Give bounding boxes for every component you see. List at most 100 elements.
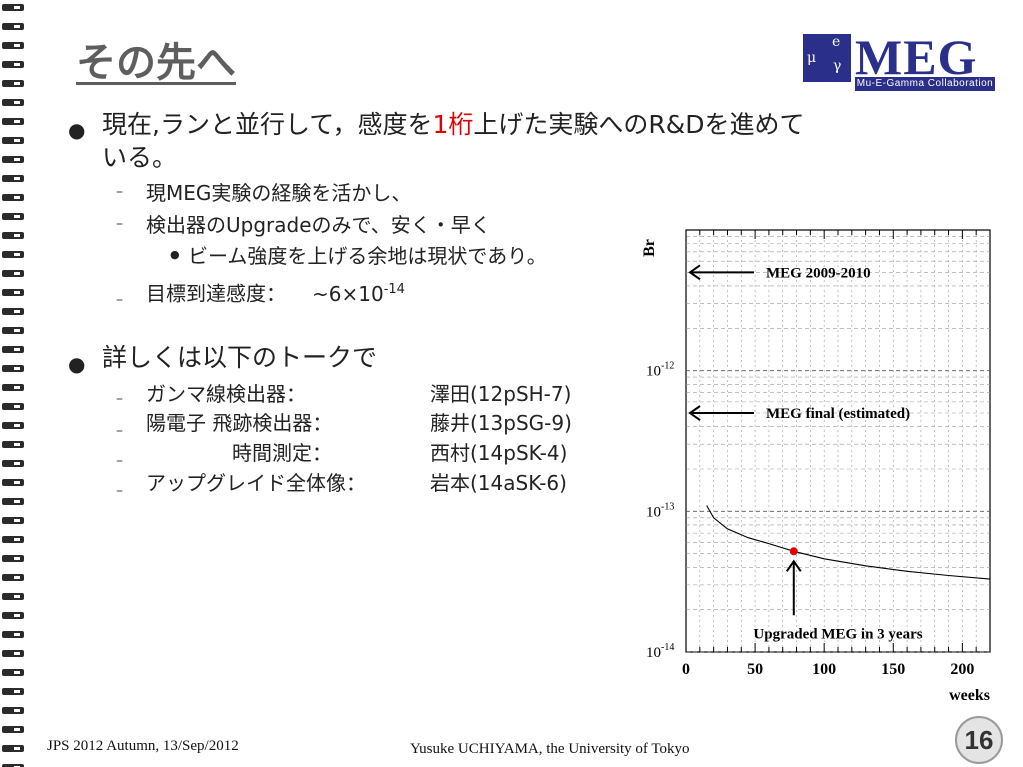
spiral-ring	[2, 175, 24, 182]
spiral-ring	[2, 194, 24, 201]
spiral-ring	[2, 156, 24, 163]
spiral-hole	[14, 690, 20, 693]
spiral-hole	[14, 747, 20, 750]
spiral-hole	[14, 234, 20, 237]
spiral-hole	[14, 424, 20, 427]
spiral-ring	[2, 118, 24, 125]
spiral-hole	[14, 44, 20, 47]
dash-icon: –	[116, 483, 123, 499]
spiral-ring	[2, 384, 24, 391]
spiral-ring	[2, 688, 24, 695]
dash-icon: –	[116, 292, 123, 308]
spiral-hole	[14, 386, 20, 389]
spiral-ring	[2, 80, 24, 87]
spiral-ring	[2, 422, 24, 429]
spiral-ring	[2, 745, 24, 752]
spiral-ring	[2, 631, 24, 638]
spiral-hole	[14, 196, 20, 199]
spiral-hole	[14, 253, 20, 256]
spiral-hole	[14, 329, 20, 332]
bullet-1-line-2: いる。	[102, 143, 178, 172]
spiral-ring	[2, 213, 24, 220]
spiral-ring	[2, 251, 24, 258]
spiral-ring	[2, 308, 24, 315]
talk-speaker: 澤田(12pSH-7)	[430, 382, 572, 406]
spiral-hole	[14, 6, 20, 9]
spiral-hole	[14, 177, 20, 180]
spiral-hole	[14, 310, 20, 313]
spiral-hole	[14, 633, 20, 636]
spiral-ring	[2, 346, 24, 353]
spiral-hole	[14, 557, 20, 560]
spiral-hole	[14, 25, 20, 28]
arrow-upgraded-head	[785, 559, 802, 572]
x-tick-label: 100	[812, 661, 836, 678]
meg-logo-mark: e μ γ	[803, 34, 851, 82]
y-tick-exponent: -12	[661, 361, 674, 372]
y-tick-label: 10-14	[646, 642, 674, 661]
sensitivity-chart: 0 50 100 150 200 10-12 10-13 10-14 Br weeks MEG 20…	[641, 229, 991, 704]
spiral-hole	[14, 595, 20, 598]
bullet-icon: ●	[68, 352, 86, 376]
footer-conference: JPS 2012 Autumn, 13/Sep/2012	[47, 738, 239, 754]
spiral-hole	[14, 728, 20, 731]
spiral-hole	[14, 481, 20, 484]
spiral-hole	[14, 63, 20, 66]
meg-logo-subtitle: Mu-E-Gamma Collaboration	[855, 77, 995, 91]
spiral-ring	[2, 99, 24, 106]
talk-label: 時間測定：	[232, 441, 332, 465]
spiral-ring	[2, 669, 24, 676]
annotation-label: MEG final (estimated)	[766, 406, 910, 422]
spiral-hole	[14, 614, 20, 617]
dash-icon: –	[116, 184, 123, 200]
spiral-hole	[14, 291, 20, 294]
arrow-meg-final-head	[688, 405, 701, 421]
upgrade-marker	[789, 547, 798, 556]
x-tick-label: 150	[881, 661, 905, 678]
spiral-ring	[2, 517, 24, 524]
spiral-hole	[14, 405, 20, 408]
spiral-hole	[14, 443, 20, 446]
spiral-hole	[14, 500, 20, 503]
spiral-hole	[14, 348, 20, 351]
target-sensitivity: 目標到達感度： ~6×10-14	[146, 281, 405, 306]
spiral-ring	[2, 593, 24, 600]
spiral-binding-decoration	[2, 4, 24, 767]
spiral-ring	[2, 365, 24, 372]
dash-icon: –	[116, 423, 123, 439]
bullet-icon: ●	[170, 248, 180, 261]
spiral-ring	[2, 270, 24, 277]
spiral-ring	[2, 232, 24, 239]
spiral-hole	[14, 576, 20, 579]
dash-icon: –	[116, 216, 123, 232]
talk-label: アップグレイド全体像：	[146, 471, 366, 495]
spiral-ring	[2, 726, 24, 733]
bullet-1-line-1: 現在,ランと並行して，感度を1桁上げた実験へのR&Dを進めて	[102, 110, 805, 139]
spiral-ring	[2, 707, 24, 714]
spiral-hole	[14, 139, 20, 142]
dash-icon: –	[116, 391, 123, 407]
page-number: 16	[955, 716, 1003, 764]
spiral-hole	[14, 367, 20, 370]
spiral-ring	[2, 460, 24, 467]
spiral-ring	[2, 574, 24, 581]
talk-speaker: 藤井(13pSG-9)	[430, 411, 572, 435]
annotation-label: Upgraded MEG in 3 years	[753, 626, 922, 642]
y-axis-label: Br	[641, 239, 658, 257]
spiral-ring	[2, 61, 24, 68]
spiral-ring	[2, 137, 24, 144]
spiral-hole	[14, 158, 20, 161]
spiral-hole	[14, 215, 20, 218]
spiral-hole	[14, 462, 20, 465]
spiral-hole	[14, 82, 20, 85]
talk-label: 陽電子 飛跡検出器：	[146, 411, 333, 435]
meg-logo: e μ γ MEG Mu-E-Gamma Collaboration	[803, 29, 995, 92]
arrow-meg-2009-2010-head	[688, 264, 701, 281]
y-tick-label: 10-13	[646, 501, 674, 520]
spiral-hole	[14, 519, 20, 522]
dash-icon: –	[116, 453, 123, 469]
spiral-ring	[2, 441, 24, 448]
spiral-ring	[2, 289, 24, 296]
spiral-hole	[14, 272, 20, 275]
spiral-ring	[2, 612, 24, 619]
